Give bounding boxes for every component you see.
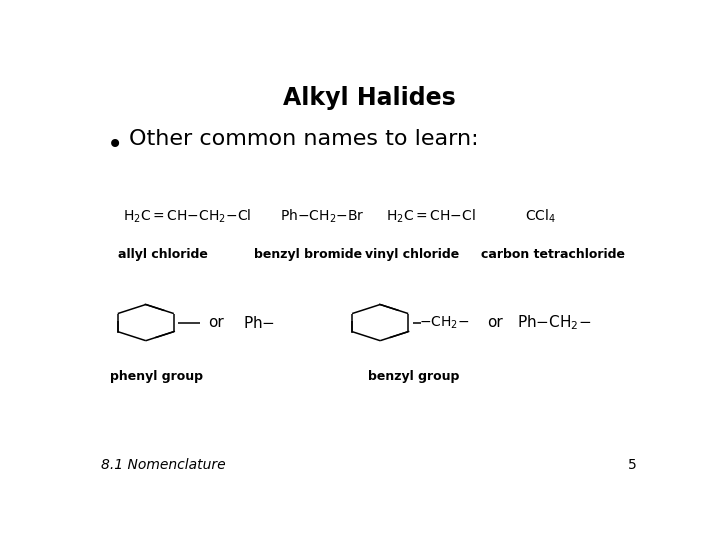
Text: or: or — [487, 315, 503, 330]
Text: vinyl chloride: vinyl chloride — [365, 248, 459, 261]
Text: 8.1 Nomenclature: 8.1 Nomenclature — [101, 458, 226, 472]
Text: Ph$-$CH$_2$$-$: Ph$-$CH$_2$$-$ — [517, 313, 591, 332]
Text: 5: 5 — [628, 458, 637, 472]
Text: benzyl group: benzyl group — [368, 370, 459, 383]
Text: H$_2$C$=$CH$-$CH$_2$$-$Cl: H$_2$C$=$CH$-$CH$_2$$-$Cl — [124, 208, 252, 225]
Text: benzyl bromide: benzyl bromide — [253, 248, 361, 261]
Text: Other common names to learn:: Other common names to learn: — [129, 129, 479, 149]
Text: Alkyl Halides: Alkyl Halides — [283, 85, 455, 110]
Text: Ph$-$CH$_2$$-$Br: Ph$-$CH$_2$$-$Br — [280, 208, 364, 225]
Text: $-$CH$_2$$-$: $-$CH$_2$$-$ — [419, 314, 470, 331]
Text: H$_2$C$=$CH$-$Cl: H$_2$C$=$CH$-$Cl — [386, 208, 476, 225]
Text: phenyl group: phenyl group — [110, 370, 204, 383]
Text: •: • — [107, 131, 123, 159]
Text: Ph$-$: Ph$-$ — [243, 315, 276, 330]
Text: allyl chloride: allyl chloride — [117, 248, 207, 261]
Text: CCl$_4$: CCl$_4$ — [526, 208, 556, 225]
Text: or: or — [207, 315, 223, 330]
Text: carbon tetrachloride: carbon tetrachloride — [481, 248, 625, 261]
